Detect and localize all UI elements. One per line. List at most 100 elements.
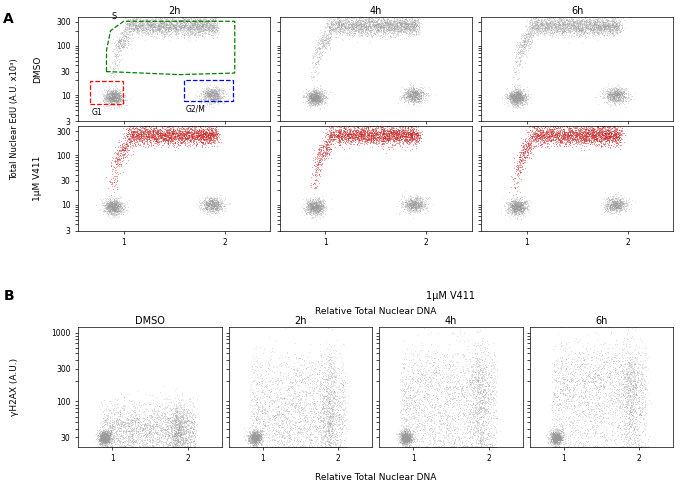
- Point: [415, 88, 426, 96]
- Point: [109, 437, 120, 445]
- Point: [201, 200, 211, 208]
- Point: [617, 91, 628, 99]
- Point: [545, 432, 556, 440]
- Point: [613, 198, 624, 206]
- Point: [354, 26, 364, 33]
- Point: [477, 369, 488, 376]
- Point: [410, 98, 421, 106]
- Point: [602, 200, 613, 208]
- Point: [516, 97, 527, 104]
- Point: [119, 99, 130, 106]
- Point: [173, 22, 184, 29]
- Point: [516, 51, 527, 59]
- Point: [182, 129, 192, 137]
- Point: [371, 20, 381, 28]
- Point: [551, 440, 562, 448]
- Point: [560, 384, 571, 392]
- Point: [206, 131, 217, 139]
- Point: [475, 380, 486, 388]
- Point: [451, 440, 462, 448]
- Point: [160, 130, 171, 138]
- Point: [511, 91, 522, 99]
- Point: [547, 438, 558, 446]
- Point: [311, 199, 322, 206]
- Point: [488, 358, 499, 366]
- Point: [141, 127, 152, 135]
- Point: [199, 90, 210, 98]
- Point: [408, 199, 419, 207]
- Point: [330, 133, 341, 141]
- Point: [534, 24, 545, 32]
- Point: [171, 431, 182, 439]
- Point: [608, 132, 619, 140]
- Point: [114, 198, 124, 206]
- Point: [209, 199, 220, 207]
- Point: [278, 406, 289, 413]
- Point: [551, 436, 562, 443]
- Point: [569, 443, 580, 451]
- Point: [549, 432, 560, 440]
- Point: [243, 435, 254, 442]
- Point: [626, 443, 636, 451]
- Point: [346, 14, 357, 21]
- Point: [183, 135, 194, 142]
- Point: [558, 129, 569, 137]
- Point: [575, 133, 585, 141]
- Point: [447, 443, 458, 451]
- Point: [101, 422, 112, 429]
- Point: [98, 438, 109, 445]
- Point: [320, 33, 330, 41]
- Point: [407, 410, 418, 417]
- Point: [491, 377, 502, 385]
- Point: [108, 434, 119, 441]
- Point: [583, 13, 594, 21]
- Point: [483, 417, 494, 425]
- Point: [614, 87, 625, 95]
- Point: [109, 92, 120, 100]
- Point: [163, 423, 173, 430]
- Point: [409, 22, 420, 29]
- Point: [116, 93, 126, 101]
- Point: [392, 99, 403, 106]
- Point: [135, 128, 146, 135]
- Point: [165, 23, 175, 31]
- Point: [99, 434, 109, 442]
- Point: [197, 29, 208, 37]
- Point: [99, 421, 110, 428]
- Point: [553, 438, 564, 445]
- Point: [192, 26, 203, 33]
- Point: [329, 393, 340, 401]
- Point: [131, 130, 142, 138]
- Point: [520, 34, 531, 42]
- Point: [275, 443, 286, 451]
- Point: [629, 439, 640, 446]
- Point: [447, 405, 458, 413]
- Point: [197, 21, 208, 28]
- Point: [315, 392, 326, 399]
- Point: [176, 129, 187, 137]
- Point: [463, 434, 474, 442]
- Point: [567, 24, 578, 32]
- Point: [401, 436, 411, 443]
- Point: [108, 199, 119, 207]
- Point: [409, 91, 420, 99]
- Point: [192, 132, 203, 140]
- Point: [173, 129, 184, 137]
- Point: [111, 194, 122, 201]
- Point: [620, 376, 631, 384]
- Point: [510, 211, 521, 219]
- Point: [613, 128, 624, 136]
- Point: [208, 17, 219, 25]
- Point: [192, 133, 203, 141]
- Point: [203, 199, 214, 207]
- Point: [115, 202, 126, 210]
- Point: [204, 95, 215, 102]
- Point: [475, 378, 486, 386]
- Point: [600, 134, 611, 142]
- Point: [550, 442, 561, 450]
- Point: [313, 36, 324, 44]
- Point: [130, 438, 141, 446]
- Point: [301, 401, 311, 409]
- Point: [209, 24, 220, 31]
- Point: [616, 430, 627, 438]
